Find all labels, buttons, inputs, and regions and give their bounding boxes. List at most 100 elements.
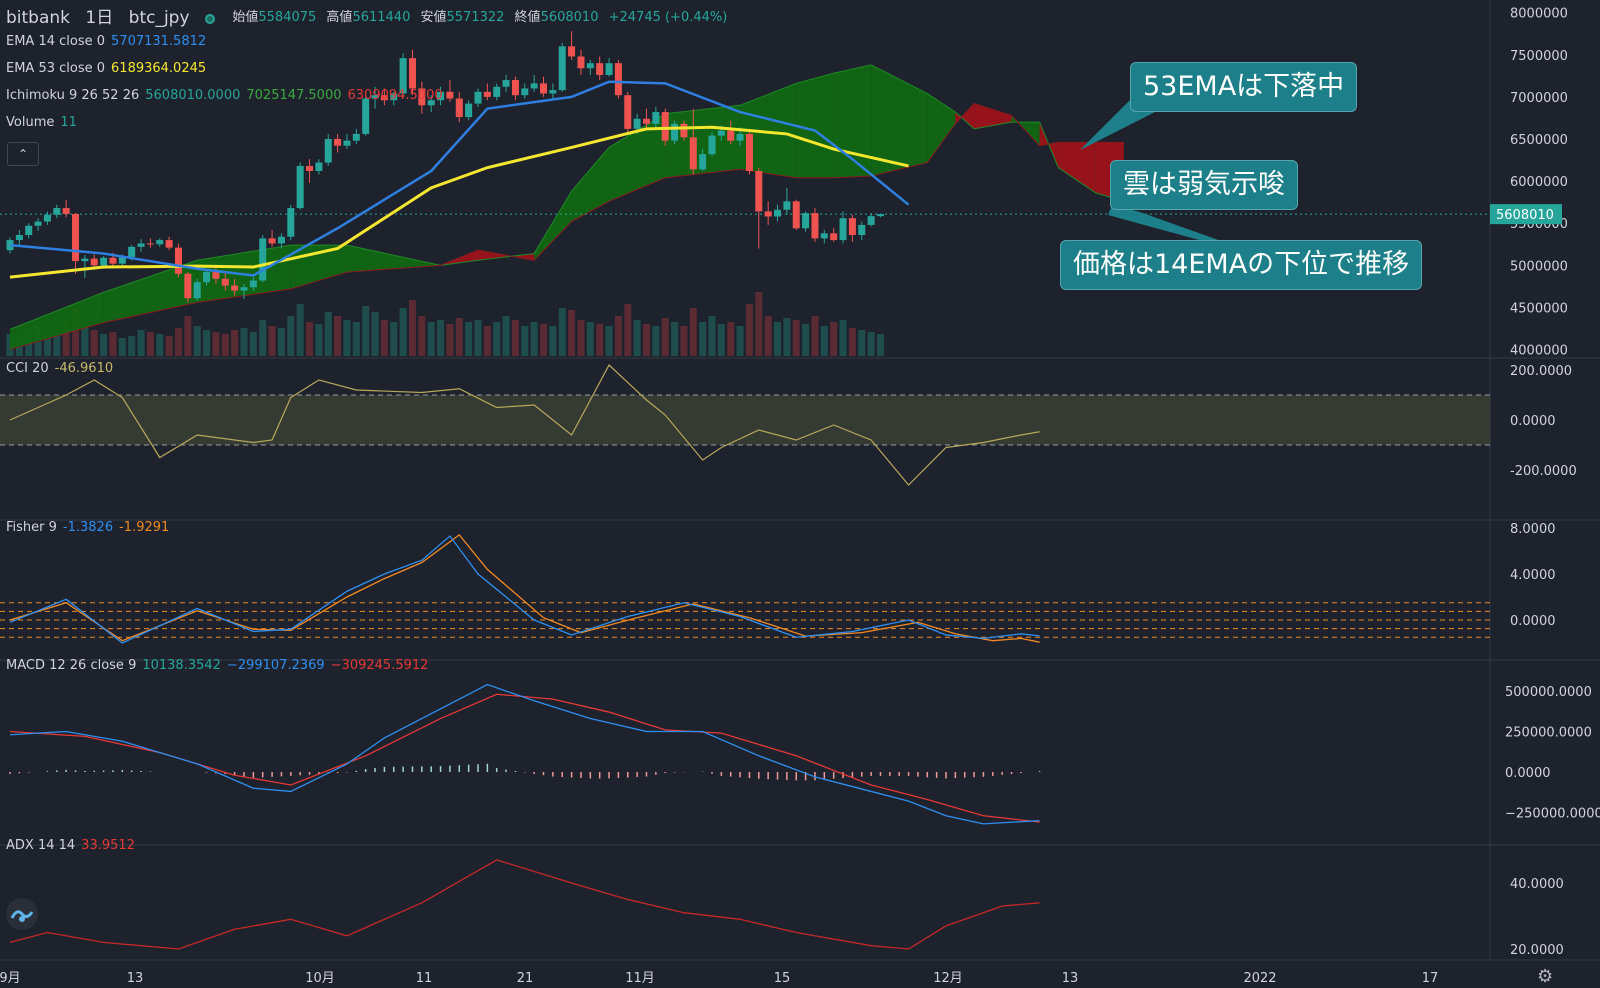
candle-body	[324, 138, 332, 163]
ichimoku-value-3: 6309094.5000	[347, 88, 443, 103]
candle-body	[343, 140, 351, 146]
volume-bar	[802, 324, 810, 356]
candle-body	[81, 258, 89, 262]
tradingview-logo-icon[interactable]	[6, 898, 38, 930]
fisher-legend[interactable]: Fisher 9 -1.3826 -1.9291	[6, 520, 175, 535]
candle-body	[736, 133, 744, 141]
candle-body	[633, 118, 641, 129]
volume-bar	[624, 304, 632, 356]
volume-bar	[240, 328, 248, 356]
candle-body	[727, 130, 735, 141]
open-label: 始値	[232, 10, 259, 25]
time-axis-tick: 15	[774, 971, 791, 986]
fisher-value-2: -1.9291	[119, 520, 170, 535]
volume-bar	[137, 330, 145, 356]
candle-body	[642, 118, 650, 124]
candle-body	[34, 221, 42, 226]
volume-bar	[399, 308, 407, 356]
candle-body	[530, 83, 538, 89]
chevron-up-icon[interactable]: ⌃	[7, 142, 39, 166]
high-value: 5611440	[352, 10, 411, 25]
high-label: 高値	[326, 10, 353, 25]
fisher-axis-tick: 4.0000	[1510, 568, 1556, 583]
volume-bar	[502, 316, 510, 356]
volume-legend[interactable]: Volume 11	[6, 115, 83, 130]
volume-bar	[474, 320, 482, 356]
volume-bar	[465, 322, 473, 356]
volume-bar	[427, 322, 435, 356]
candle-body	[867, 216, 875, 225]
last-price-label: 5608010	[1496, 208, 1554, 223]
symbol-name[interactable]: btc_jpy	[128, 8, 190, 28]
volume-bar	[577, 320, 585, 356]
fisher-axis-tick: 0.0000	[1510, 614, 1556, 629]
candle-body	[802, 213, 810, 229]
change-value: +24745 (+0.44%)	[608, 10, 728, 25]
macd-line	[9, 683, 1040, 825]
market-status-icon	[204, 14, 215, 24]
candle-body	[334, 138, 342, 146]
macd-signal-line	[9, 693, 1040, 823]
annotation-cloud-bearish[interactable]: 雲は弱気示唆	[1110, 160, 1298, 210]
volume-bar	[717, 324, 725, 356]
volume-bar	[642, 324, 650, 356]
fisher-value-1: -1.3826	[62, 520, 114, 535]
ema53-legend[interactable]: EMA 53 close 0 6189364.0245	[6, 61, 212, 76]
candle-body	[90, 258, 98, 266]
annotation-price-below-ema14[interactable]: 価格は14EMAの下位で推移	[1060, 240, 1423, 290]
price-axis-tick: 6500000	[1510, 133, 1568, 148]
cloud-span-a-line	[9, 64, 1124, 330]
macd-axis-tick: −250000.0000	[1505, 807, 1600, 822]
volume-bar	[380, 320, 388, 356]
cci-legend[interactable]: CCI 20 -46.9610	[6, 361, 119, 376]
ema53-label: EMA 53 close 0	[6, 61, 106, 76]
volume-bar	[203, 330, 211, 356]
candle-body	[203, 272, 211, 283]
volume-bar	[315, 324, 323, 356]
ichimoku-cloud-segment	[103, 260, 198, 323]
candle-body	[315, 162, 323, 171]
macd-legend[interactable]: MACD 12 26 close 9 10138.3542 −299107.2369…	[6, 658, 434, 673]
candle-body	[764, 211, 772, 217]
exchange-name[interactable]: bitbank	[6, 8, 71, 28]
volume-bar	[867, 332, 875, 356]
ichimoku-legend[interactable]: Ichimoku 9 26 52 26 5608010.0000 7025147.5…	[6, 88, 449, 103]
close-value: 5608010	[540, 10, 599, 25]
volume-bar	[774, 322, 782, 356]
candle-body	[689, 137, 697, 170]
ichimoku-cloud-segment	[609, 113, 666, 202]
candle-body	[277, 236, 285, 244]
volume-bar	[362, 306, 370, 356]
cci-axis-tick: 200.0000	[1510, 364, 1572, 379]
candle-body	[100, 257, 108, 266]
fisher-line	[9, 535, 1040, 644]
candle-body	[174, 247, 182, 274]
ichimoku-cloud-segment	[10, 292, 104, 350]
low-label: 安値	[420, 10, 447, 25]
volume-bar	[830, 322, 838, 356]
candle-body	[427, 100, 435, 106]
time-axis-tick: 21	[517, 971, 534, 986]
macd-value-3: −309245.5912	[330, 658, 429, 673]
open-value: 5584075	[258, 10, 317, 25]
candle-body	[306, 165, 314, 171]
candle-body	[680, 123, 688, 138]
volume-bar	[820, 326, 828, 356]
settings-gear-icon[interactable]: ⚙	[1537, 966, 1554, 987]
candle-body	[25, 225, 33, 236]
last-price-tag	[1490, 204, 1562, 225]
volume-bar	[699, 322, 707, 356]
adx-legend[interactable]: ADX 14 14 33.9512	[6, 838, 141, 853]
ema14-legend[interactable]: EMA 14 close 0 5707131.5812	[6, 34, 212, 49]
candle-body	[661, 112, 669, 141]
annotation-ema53-falling[interactable]: 53EMAは下落中	[1130, 62, 1358, 112]
candle-body	[390, 93, 398, 101]
volume-bar	[633, 320, 641, 356]
candle-body	[53, 208, 61, 215]
candle-body	[128, 246, 136, 257]
volume-bar	[783, 318, 791, 356]
ichimoku-cloud-segment	[796, 73, 834, 178]
interval-label[interactable]: 1日	[85, 8, 114, 28]
candle-body	[118, 256, 126, 264]
volume-bar	[727, 322, 735, 356]
